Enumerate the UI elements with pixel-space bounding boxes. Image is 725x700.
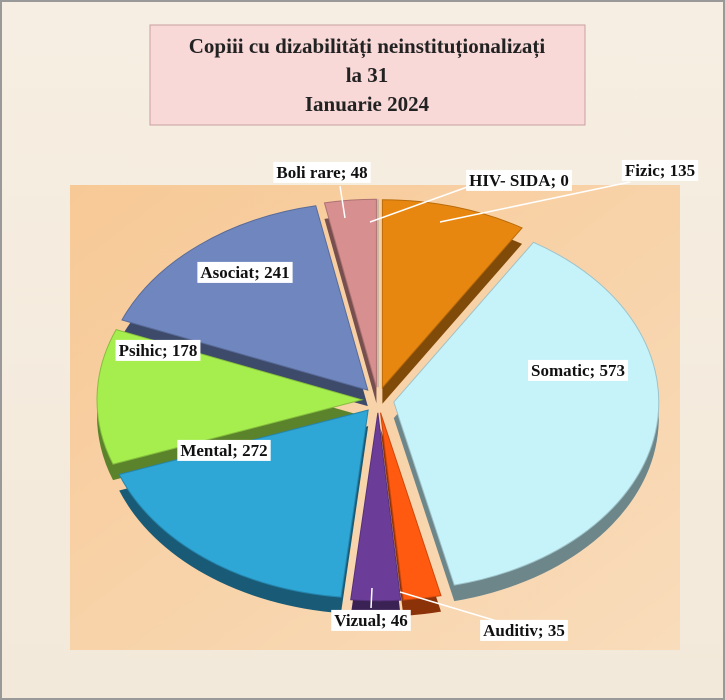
label-box bbox=[331, 609, 411, 631]
slice bbox=[323, 198, 377, 388]
label-box bbox=[115, 339, 201, 361]
chart-title: la 31 bbox=[346, 63, 389, 87]
label-box bbox=[621, 159, 699, 181]
slice bbox=[393, 241, 660, 586]
slice bbox=[121, 205, 369, 391]
label-box bbox=[197, 261, 293, 283]
slice bbox=[96, 329, 364, 465]
label-box bbox=[480, 619, 568, 641]
data-label: Fizic; 135 bbox=[625, 161, 695, 180]
data-label: Psihic; 178 bbox=[119, 341, 198, 360]
slice bbox=[381, 199, 523, 390]
data-label: Mental; 272 bbox=[180, 441, 267, 460]
leader-line bbox=[369, 185, 471, 223]
chart-title: Ianuarie 2024 bbox=[305, 92, 430, 116]
label-box bbox=[273, 161, 371, 183]
data-label: Vizual; 46 bbox=[334, 611, 408, 630]
slice bbox=[350, 412, 402, 602]
data-label: Boli rare; 48 bbox=[276, 163, 367, 182]
leader-line bbox=[439, 181, 631, 223]
label-box bbox=[466, 169, 572, 191]
data-label: Auditiv; 35 bbox=[483, 621, 565, 640]
data-label: Somatic; 573 bbox=[531, 361, 625, 380]
labels: Fizic; 135 Somatic; 573 Auditiv; 35 Vizual;… bbox=[115, 159, 699, 641]
data-label: HIV- SIDA; 0 bbox=[469, 171, 569, 190]
chart-title: Copiii cu dizabilități neinstituționaliz… bbox=[189, 34, 546, 59]
data-label: Asociat; 241 bbox=[200, 263, 289, 282]
label-box bbox=[528, 359, 628, 381]
title-box bbox=[149, 24, 586, 126]
label-box bbox=[177, 439, 271, 461]
pie bbox=[96, 198, 660, 617]
leader-line bbox=[399, 591, 501, 623]
leader-line bbox=[370, 587, 373, 609]
leader-line bbox=[339, 185, 346, 219]
slice bbox=[118, 409, 369, 598]
